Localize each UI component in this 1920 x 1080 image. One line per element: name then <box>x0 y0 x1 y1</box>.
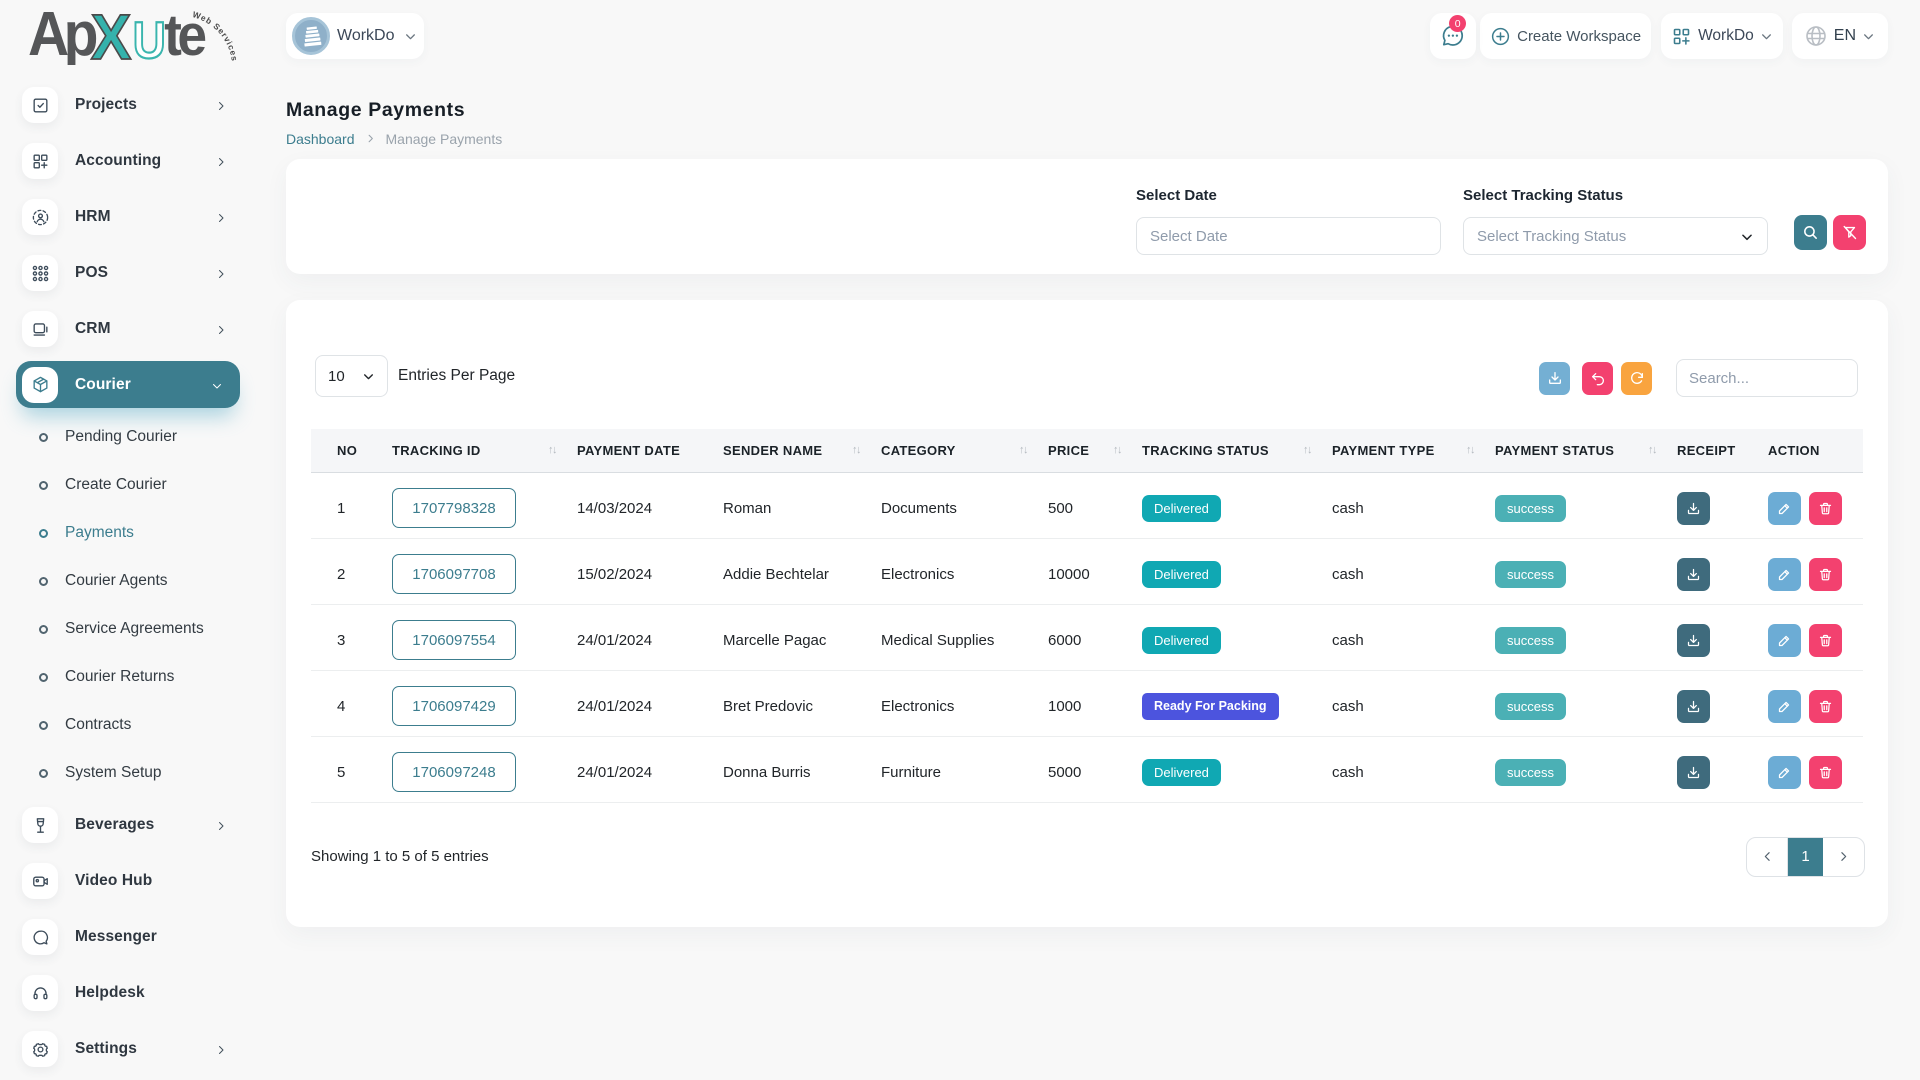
svg-text:U: U <box>133 12 166 65</box>
svg-text:X: X <box>91 2 132 65</box>
svg-text:Ap: Ap <box>28 1 96 65</box>
